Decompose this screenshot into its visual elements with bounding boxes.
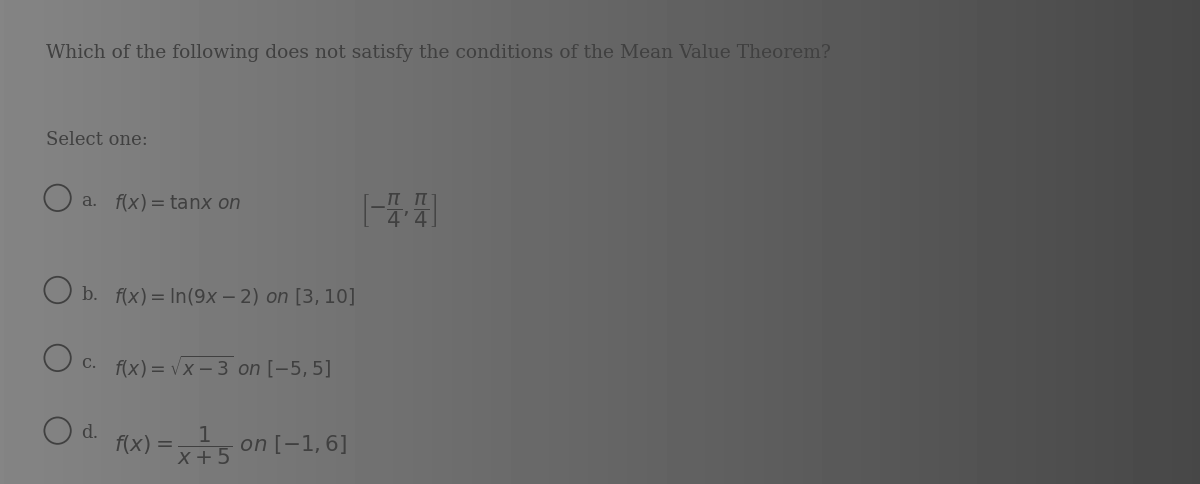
Text: c.: c. — [82, 353, 97, 371]
Text: Select one:: Select one: — [46, 131, 148, 149]
Text: $f(x) = \dfrac{1}{x+5}\ \mathit{on}\ [-1,6]$: $f(x) = \dfrac{1}{x+5}\ \mathit{on}\ [-1… — [114, 424, 347, 466]
Text: a.: a. — [82, 191, 98, 209]
Text: $\left[-\dfrac{\pi}{4},\dfrac{\pi}{4}\right]$: $\left[-\dfrac{\pi}{4},\dfrac{\pi}{4}\ri… — [360, 191, 437, 230]
Text: $f(x) = \mathrm{tan}x\ \mathit{on}$: $f(x) = \mathrm{tan}x\ \mathit{on}$ — [114, 191, 241, 212]
Text: b.: b. — [82, 286, 98, 303]
Text: d.: d. — [82, 424, 98, 441]
Text: Which of the following does not satisfy the conditions of the Mean Value Theorem: Which of the following does not satisfy … — [46, 44, 830, 61]
Text: $f(x) = \sqrt{x-3}\ \mathit{on}\ [-5,5]$: $f(x) = \sqrt{x-3}\ \mathit{on}\ [-5,5]$ — [114, 353, 331, 379]
Text: $f(x) = \ln(9x-2)\ \mathit{on}\ [3,10]$: $f(x) = \ln(9x-2)\ \mathit{on}\ [3,10]$ — [114, 286, 355, 306]
